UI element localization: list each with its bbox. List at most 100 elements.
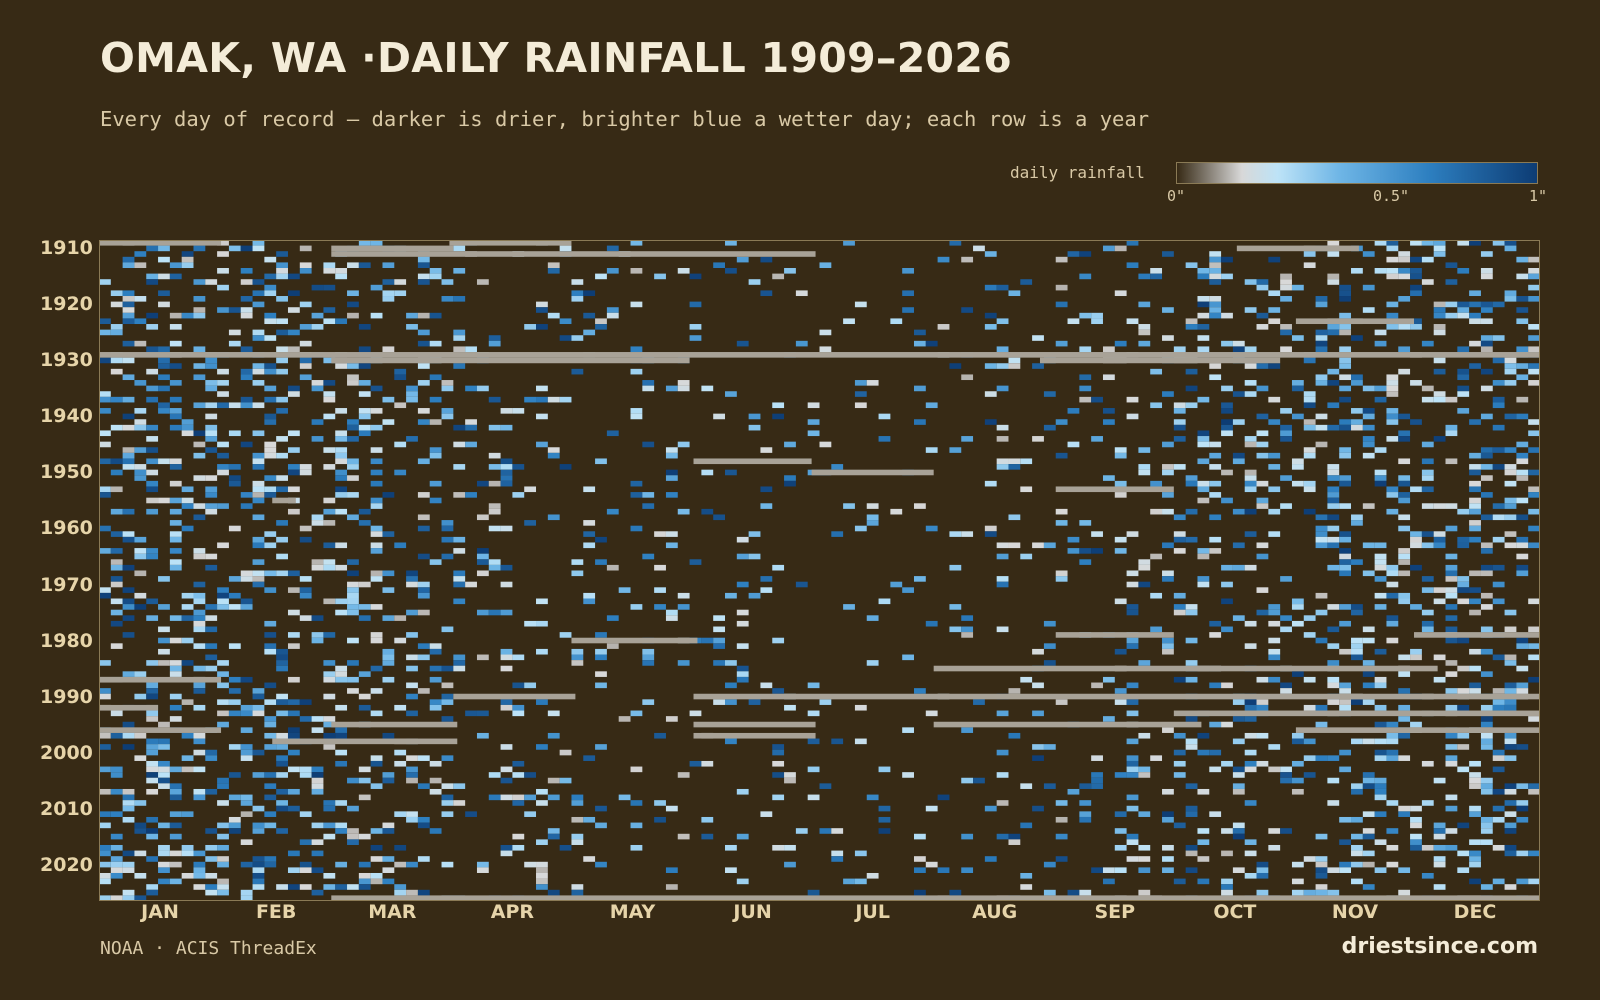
rain-day-cell: [913, 688, 926, 694]
rain-day-cell: [1504, 368, 1517, 375]
rain-day-cell: [1091, 777, 1103, 784]
rain-day-cell: [1280, 346, 1292, 353]
rain-day-cell: [1055, 800, 1068, 806]
missing-data-segment: [331, 251, 816, 257]
rain-day-cell: [701, 833, 714, 840]
rain-day-cell: [358, 240, 371, 246]
brand-link[interactable]: driestsince.com: [1341, 934, 1538, 959]
rain-day-cell: [1374, 469, 1387, 476]
rain-day-cell: [169, 340, 182, 347]
rain-day-cell: [1197, 335, 1210, 341]
rain-day-cell: [1516, 816, 1529, 823]
rain-day-cell: [1268, 648, 1281, 655]
rain-day-cell: [1280, 626, 1292, 633]
rain-day-cell: [382, 828, 395, 834]
rain-day-cell: [1197, 749, 1210, 756]
rain-day-cell: [276, 318, 288, 325]
rain-day-cell: [1339, 682, 1352, 689]
rain-day-cell: [1492, 816, 1505, 823]
rain-day-cell: [1457, 688, 1470, 694]
rain-day-cell: [760, 486, 773, 493]
rain-day-cell: [1362, 682, 1375, 689]
rain-day-cell: [382, 587, 395, 593]
rain-day-cell: [642, 660, 655, 666]
rain-day-cell: [1339, 374, 1352, 381]
rain-day-cell: [784, 480, 796, 487]
rain-day-cell: [453, 665, 466, 672]
rain-day-cell: [382, 732, 395, 739]
rain-day-cell: [122, 805, 135, 812]
rain-day-cell: [571, 816, 584, 823]
rain-day-cell: [1516, 800, 1529, 806]
rain-day-cell: [1421, 458, 1434, 465]
rain-day-cell: [1457, 240, 1470, 246]
rain-day-cell: [134, 693, 147, 700]
rain-day-cell: [595, 805, 607, 812]
rain-day-cell: [559, 464, 572, 470]
rain-day-cell: [417, 822, 430, 829]
rain-day-cell: [1197, 324, 1210, 330]
rain-day-cell: [1504, 531, 1517, 537]
rain-day-cell: [1433, 312, 1446, 319]
rain-day-cell: [1043, 424, 1056, 431]
rain-day-cell: [1374, 268, 1387, 274]
rain-day-cell: [252, 279, 265, 285]
rain-day-cell: [1173, 408, 1186, 414]
rain-day-cell: [1185, 844, 1198, 851]
rain-day-cell: [370, 604, 383, 610]
rain-day-cell: [1351, 783, 1363, 789]
rain-day-cell: [1008, 833, 1021, 840]
rain-day-cell: [429, 699, 442, 705]
rain-day-cell: [1469, 850, 1481, 857]
rain-day-cell: [1102, 245, 1115, 252]
rain-day-cell: [252, 749, 265, 756]
rain-day-cell: [1410, 833, 1422, 840]
rain-day-cell: [1291, 335, 1304, 341]
rain-day-cell: [264, 716, 277, 722]
rain-day-cell: [1055, 419, 1068, 425]
rain-day-cell: [1339, 424, 1352, 431]
missing-data-segment: [331, 721, 458, 728]
rain-day-cell: [500, 850, 513, 857]
rain-day-cell: [1315, 721, 1328, 728]
rain-day-cell: [335, 430, 348, 437]
rain-day-cell: [713, 643, 726, 649]
rain-day-cell: [595, 632, 607, 638]
rain-day-cell: [193, 788, 206, 795]
rain-day-cell: [158, 867, 170, 873]
rain-day-cell: [1102, 408, 1115, 414]
rain-day-cell: [654, 531, 666, 537]
rain-day-cell: [1126, 794, 1139, 801]
rain-day-cell: [1480, 788, 1493, 795]
rain-day-cell: [1445, 794, 1458, 801]
rain-day-cell: [311, 867, 324, 873]
rain-day-cell: [110, 833, 123, 840]
rain-day-cell: [1126, 766, 1139, 773]
rain-day-cell: [654, 816, 666, 823]
rain-day-cell: [1362, 738, 1375, 745]
rain-day-cell: [358, 508, 371, 515]
rain-day-cell: [1315, 335, 1328, 341]
rain-day-cell: [287, 385, 300, 392]
rain-day-cell: [358, 363, 371, 369]
rain-day-cell: [110, 424, 123, 431]
rain-day-cell: [1516, 413, 1529, 420]
rain-day-cell: [311, 850, 324, 857]
rain-day-cell: [1280, 766, 1292, 773]
rain-day-cell: [866, 794, 879, 801]
rain-day-cell: [488, 396, 501, 403]
missing-data-segment: [1295, 318, 1415, 325]
rain-day-cell: [736, 788, 749, 795]
rain-day-cell: [760, 447, 773, 453]
rain-day-cell: [1374, 676, 1387, 683]
rain-day-cell: [193, 475, 206, 481]
rain-day-cell: [465, 346, 477, 353]
rain-day-cell: [878, 816, 891, 823]
rain-day-cell: [1173, 419, 1186, 425]
rain-day-cell: [264, 811, 277, 817]
rain-day-cell: [1339, 475, 1352, 481]
rain-day-cell: [1339, 553, 1352, 560]
rain-day-cell: [1504, 380, 1517, 386]
rain-day-cell: [122, 531, 135, 537]
rain-day-cell: [1256, 324, 1269, 330]
